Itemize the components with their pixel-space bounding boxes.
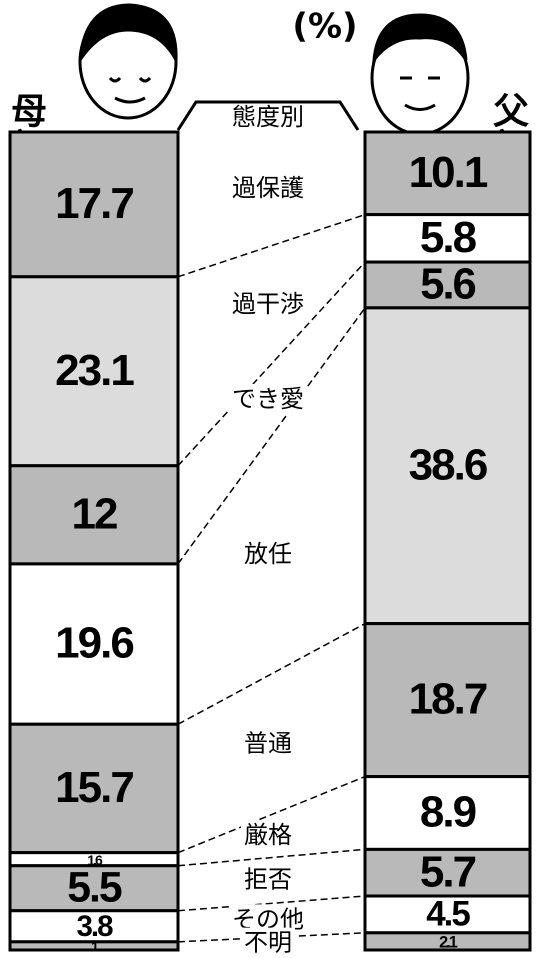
category-label: 過干渉 — [232, 290, 304, 318]
category-label: 過保護 — [232, 174, 304, 202]
bar-segment — [8, 722, 180, 855]
bar-segment — [8, 275, 180, 468]
connector — [177, 775, 366, 854]
bar-segment — [363, 894, 532, 935]
category-label: 普通 — [244, 729, 292, 757]
connector — [177, 622, 366, 725]
value-label: 2.1 — [439, 934, 458, 952]
bar-segment — [8, 130, 180, 279]
value-label: 5.5 — [67, 864, 122, 912]
category-box — [241, 538, 295, 569]
connector — [177, 261, 366, 467]
category-box — [241, 864, 295, 895]
connector — [177, 307, 366, 565]
value-label: 3.8 — [76, 910, 113, 943]
category-box — [229, 172, 307, 203]
header-box — [176, 100, 360, 131]
value-label: 10.1 — [409, 148, 488, 197]
category-label: でき愛 — [232, 385, 304, 413]
category-label: 放任 — [244, 540, 292, 568]
category-box — [229, 288, 307, 319]
category-box — [241, 728, 295, 759]
value-label: 1.6 — [87, 852, 103, 868]
connector — [177, 213, 366, 278]
value-label: 5.8 — [420, 213, 477, 262]
value-label: 5.7 — [420, 847, 476, 896]
value-label: 12 — [72, 489, 117, 538]
bar-segment — [363, 306, 532, 626]
bar-segment — [363, 260, 532, 310]
bar-segment — [363, 931, 532, 952]
value-label: 8.9 — [420, 788, 476, 837]
header: 態度別 — [232, 103, 304, 131]
value-label: 15.7 — [55, 763, 133, 812]
bar-segment — [363, 622, 532, 779]
value-label: 1 — [91, 939, 99, 955]
value-label: 5.6 — [420, 260, 475, 308]
bar-segment — [363, 775, 532, 851]
mother-face — [78, 3, 178, 120]
bar-segment — [8, 562, 180, 726]
value-label: 23.1 — [55, 346, 134, 395]
category-box — [241, 820, 295, 851]
connector — [177, 848, 366, 867]
category-label: 拒否 — [244, 865, 292, 893]
bar-segment — [8, 940, 180, 952]
bar-segment — [8, 464, 180, 566]
value-label: 17.7 — [55, 179, 133, 228]
connector — [177, 895, 366, 912]
category-label: 厳格 — [244, 821, 292, 849]
bar-segment — [363, 130, 532, 217]
father-face — [370, 13, 470, 136]
chart-title: (%) — [292, 7, 357, 47]
value-label: 38.6 — [409, 440, 487, 489]
category-box — [229, 383, 307, 414]
category-box — [241, 927, 295, 958]
value-label: 4.5 — [426, 895, 470, 934]
value-label: 19.6 — [55, 619, 133, 668]
value-label: 18.7 — [409, 675, 487, 724]
bar-segment — [363, 847, 532, 898]
category-label: 不明 — [244, 929, 292, 957]
